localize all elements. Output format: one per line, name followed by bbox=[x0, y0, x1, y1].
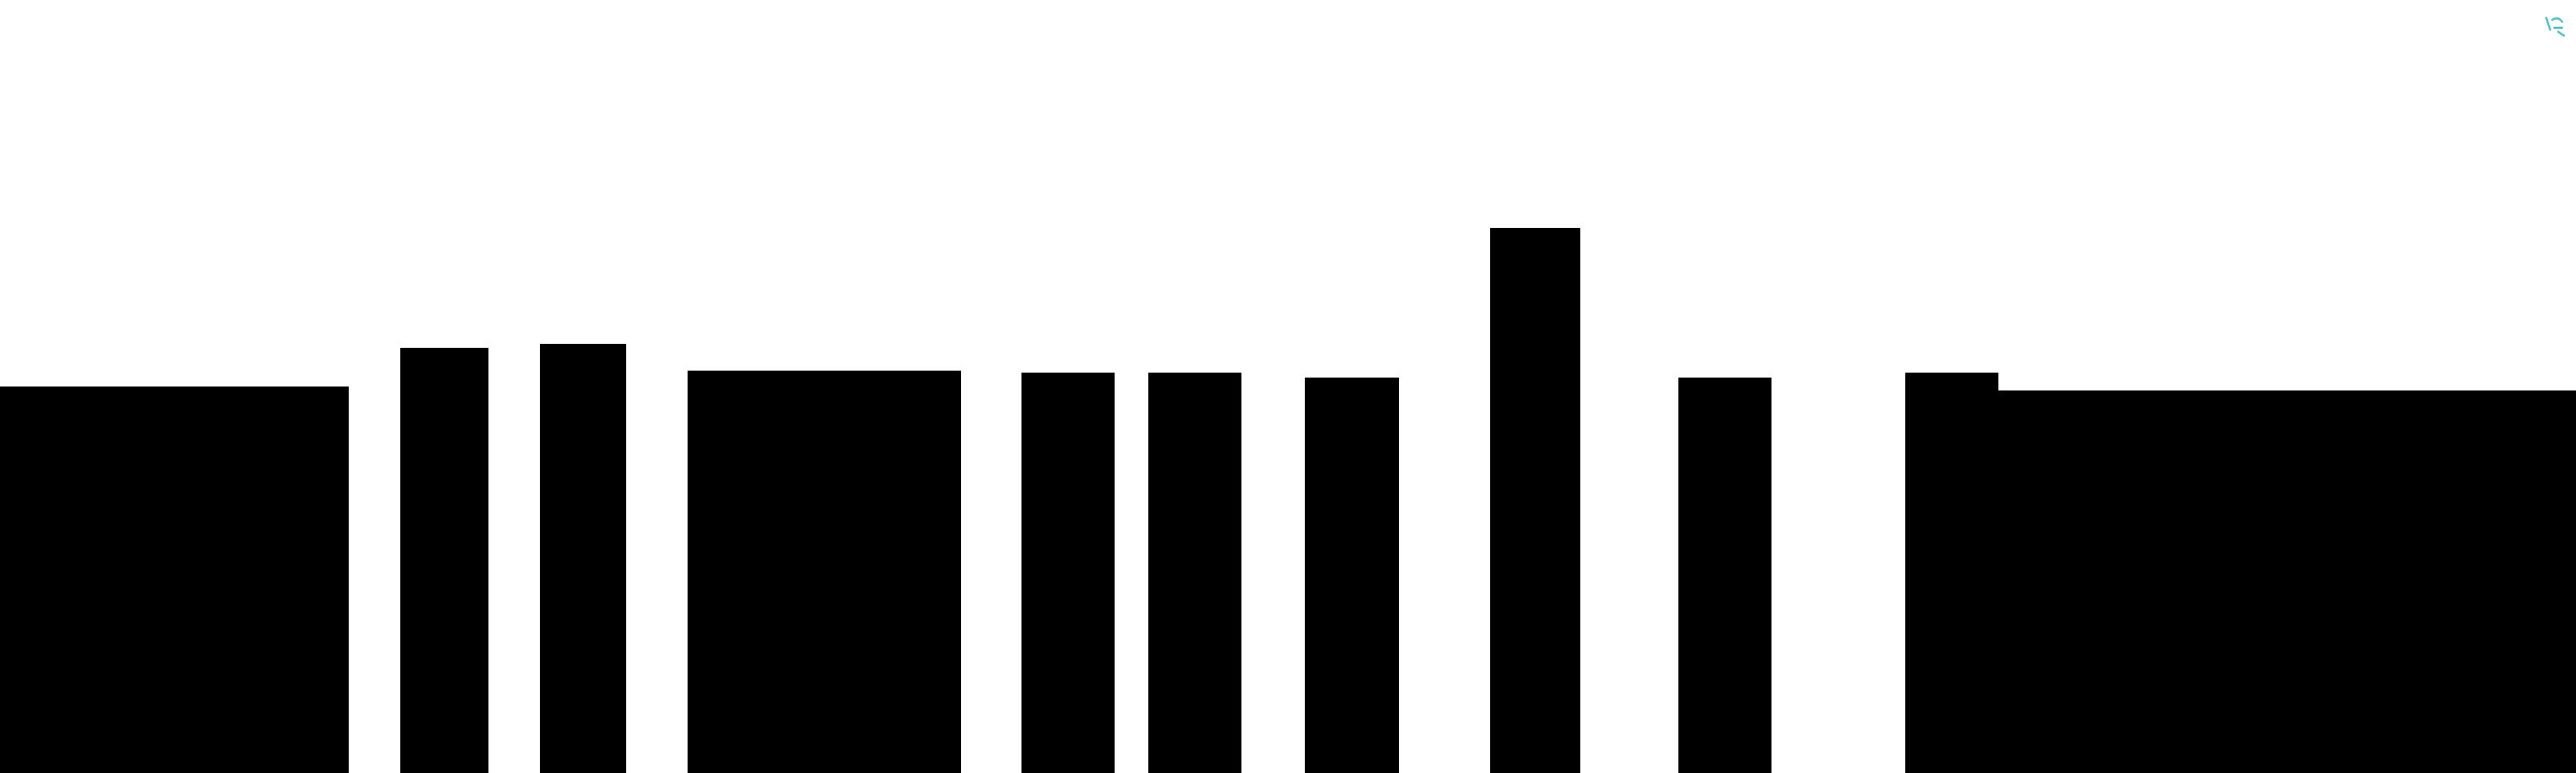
bar-2 bbox=[400, 348, 488, 773]
bar-6 bbox=[1148, 373, 1241, 773]
bars-group bbox=[0, 228, 2576, 773]
bar-8 bbox=[1490, 228, 1580, 773]
bar-7 bbox=[1305, 378, 1399, 773]
bar-11 bbox=[1998, 390, 2576, 773]
bar-1 bbox=[0, 386, 349, 773]
bar-notch bbox=[1905, 373, 1998, 392]
bar-9 bbox=[1678, 378, 1771, 773]
bar-5 bbox=[1021, 373, 1115, 773]
sparkle-icon bbox=[2545, 17, 2565, 37]
bar-10 bbox=[1905, 373, 1998, 773]
bar-4 bbox=[688, 371, 961, 773]
bar-3 bbox=[540, 344, 626, 773]
